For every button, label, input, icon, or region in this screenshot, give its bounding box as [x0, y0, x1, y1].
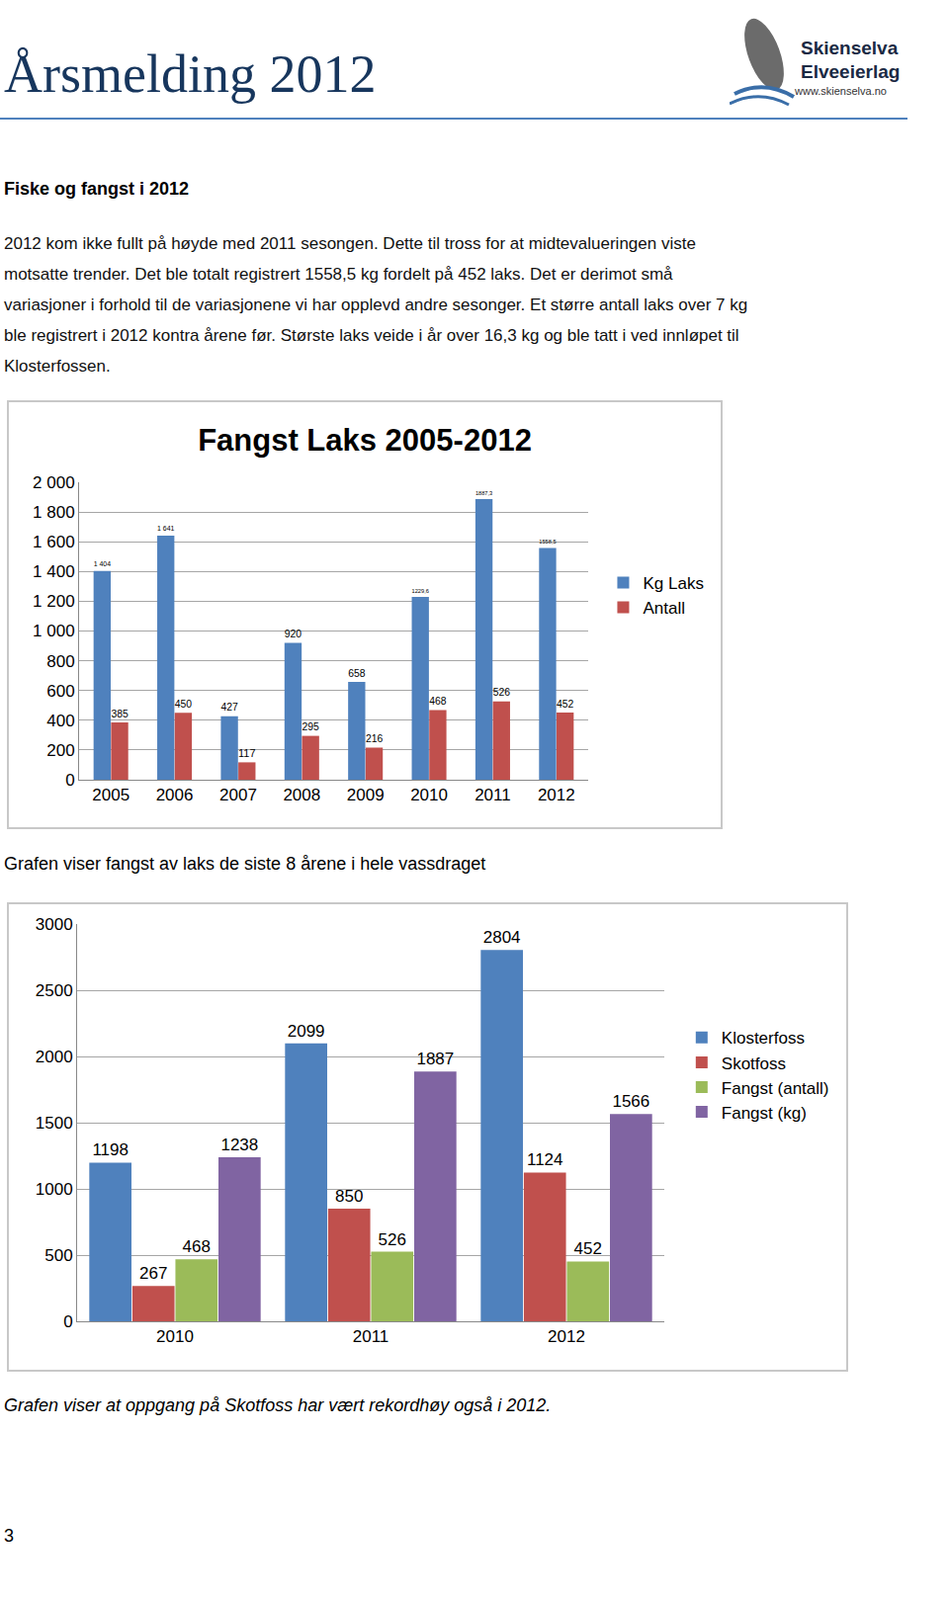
svg-text:1198: 1198: [91, 1140, 129, 1160]
svg-text:1 404: 1 404: [93, 560, 111, 568]
svg-text:2005: 2005: [91, 785, 130, 805]
svg-text:450: 450: [174, 698, 193, 710]
html-text:Skienselva: Skienselva: [800, 37, 898, 59]
svg-text:500: 500: [44, 1246, 73, 1266]
html-text:3: 3: [3, 1526, 14, 1547]
svg-text:Antall: Antall: [642, 599, 686, 618]
svg-text:1887,3: 1887,3: [475, 490, 493, 497]
svg-text:267: 267: [139, 1264, 168, 1284]
svg-text:468: 468: [182, 1237, 211, 1257]
svg-text:0: 0: [65, 771, 75, 790]
svg-text:1887: 1887: [416, 1049, 454, 1069]
html-text:Årsmelding 2012: Årsmelding 2012: [3, 44, 377, 104]
svg-text:295: 295: [302, 721, 321, 733]
svg-text:920: 920: [284, 628, 303, 640]
svg-text:3000: 3000: [35, 915, 74, 935]
svg-text:Klosterfoss: Klosterfoss: [721, 1029, 805, 1048]
svg-text:Kg Laks: Kg Laks: [642, 574, 703, 594]
svg-text:Fangst Laks 2005-2012: Fangst Laks 2005-2012: [197, 423, 532, 458]
svg-text:1229,6: 1229,6: [412, 588, 430, 595]
svg-text:2 000: 2 000: [32, 473, 76, 493]
svg-text:2010: 2010: [156, 1327, 194, 1347]
svg-text:2008: 2008: [282, 785, 321, 805]
svg-text:2011: 2011: [474, 785, 512, 805]
svg-text:2007: 2007: [219, 785, 258, 805]
svg-text:526: 526: [378, 1230, 407, 1250]
svg-text:600: 600: [46, 682, 75, 701]
svg-text:1 641: 1 641: [157, 524, 174, 532]
svg-text:200: 200: [46, 741, 75, 761]
svg-text:1238: 1238: [220, 1135, 259, 1155]
svg-text:1566: 1566: [611, 1092, 650, 1112]
svg-text:2012: 2012: [547, 1327, 586, 1347]
svg-text:427: 427: [220, 701, 239, 713]
svg-text:1558,5: 1558,5: [538, 538, 556, 545]
svg-text:216: 216: [365, 733, 384, 745]
html-text:variasjoner i forhold til de v: variasjoner i forhold til de variasjonen…: [3, 295, 748, 315]
svg-text:117: 117: [238, 747, 256, 760]
svg-text:1 800: 1 800: [32, 503, 76, 522]
svg-text:452: 452: [574, 1239, 603, 1259]
html-text:Klosterfossen.: Klosterfossen.: [3, 356, 111, 376]
svg-text:Fangst (antall): Fangst (antall): [721, 1079, 830, 1099]
svg-text:658: 658: [347, 668, 366, 680]
html-text:Grafen viser fangst av laks de: Grafen viser fangst av laks de siste 8 å…: [3, 854, 486, 874]
svg-text:1 400: 1 400: [32, 562, 76, 582]
html-text:2012 kom ikke fullt på høyde m: 2012 kom ikke fullt på høyde med 2011 se…: [3, 234, 696, 254]
svg-text:0: 0: [63, 1312, 73, 1332]
svg-text:1 600: 1 600: [32, 532, 76, 552]
svg-text:Fangst (kg): Fangst (kg): [721, 1104, 807, 1123]
svg-text:2012: 2012: [537, 785, 576, 805]
svg-text:1124: 1124: [526, 1150, 564, 1170]
svg-text:850: 850: [335, 1187, 363, 1207]
html-text:Elveeierlag: Elveeierlag: [800, 61, 900, 83]
svg-text:1 000: 1 000: [32, 621, 76, 641]
svg-text:385: 385: [110, 708, 129, 720]
html-text:ble registrert i 2012 kontra å: ble registrert i 2012 kontra årene før. …: [3, 326, 740, 346]
html-text:motsatte trender. Det ble tota: motsatte trender. Det ble totalt registr…: [3, 264, 673, 284]
svg-text:2010: 2010: [410, 785, 448, 805]
svg-text:400: 400: [46, 711, 75, 731]
svg-text:800: 800: [46, 652, 75, 672]
svg-text:2099: 2099: [287, 1022, 326, 1041]
svg-text:468: 468: [429, 695, 447, 707]
html-text:www.skienselva.no: www.skienselva.no: [794, 85, 887, 97]
svg-text:Skotfoss: Skotfoss: [721, 1054, 786, 1074]
svg-text:1000: 1000: [35, 1180, 74, 1200]
svg-text:2000: 2000: [35, 1047, 74, 1067]
svg-text:526: 526: [493, 687, 512, 698]
svg-text:2006: 2006: [156, 785, 194, 805]
svg-text:2500: 2500: [35, 981, 74, 1001]
svg-text:452: 452: [556, 698, 575, 710]
svg-text:2009: 2009: [346, 785, 385, 805]
svg-text:1500: 1500: [35, 1114, 74, 1133]
svg-text:2011: 2011: [352, 1327, 390, 1347]
html-text:Fiske og fangst i 2012: Fiske og fangst i 2012: [3, 178, 189, 199]
svg-text:1 200: 1 200: [32, 592, 76, 611]
html-text:Grafen viser at oppgang på Sko: Grafen viser at oppgang på Skotfoss har …: [3, 1395, 551, 1416]
svg-text:2804: 2804: [483, 928, 521, 948]
